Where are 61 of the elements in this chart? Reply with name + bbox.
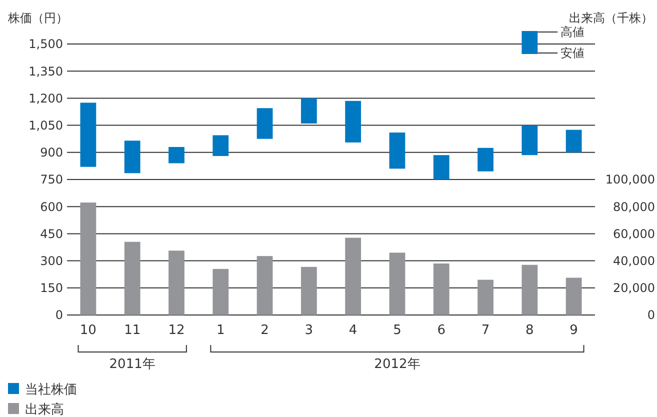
bar (124, 242, 140, 315)
bar (345, 238, 362, 315)
text: 高値 (560, 25, 585, 40)
bar (389, 132, 406, 169)
legend-label: 出来高 (25, 402, 64, 417)
text: 2012年 (374, 357, 420, 372)
bar (433, 264, 450, 315)
x-tick-label: 5 (393, 323, 402, 338)
bar (124, 140, 140, 174)
bar (478, 280, 494, 315)
y-tick-label: 1,050 (28, 118, 63, 132)
x-tick-label: 4 (348, 323, 358, 338)
bar (212, 268, 229, 315)
y-tick-label: 900 (40, 146, 63, 160)
y2-tick-label: 40,000 (613, 254, 655, 268)
bar (300, 266, 317, 315)
y-tick-label: 750 (40, 172, 63, 187)
y2-tick-label: 0 (647, 308, 655, 322)
y-tick-label: 450 (40, 226, 63, 241)
annotation: 安値 (560, 46, 585, 60)
bar (256, 256, 273, 315)
text: 2011年 (109, 357, 156, 372)
y-tick-label: 150 (40, 281, 63, 296)
y-tick-label: 1,350 (28, 64, 63, 78)
bar (345, 100, 362, 142)
x-tick-label: 1 (216, 323, 225, 338)
x-tick-label: 3 (304, 323, 314, 338)
y-tick-label: 0 (55, 308, 63, 322)
bar (389, 252, 406, 315)
x-tick-label: 10 (80, 323, 96, 338)
bar (522, 125, 538, 156)
y-tick-label: 1,200 (28, 91, 63, 106)
bar (256, 108, 273, 139)
y-tick-label: 300 (40, 254, 63, 268)
bar (168, 146, 184, 164)
x-tick-label: 6 (437, 323, 446, 338)
y2-axis-title: 出来高（千株） (569, 11, 653, 25)
bar (566, 278, 582, 315)
y-axis-title: 株価（円） (7, 11, 68, 25)
y2-tick-label: 20,000 (613, 281, 655, 296)
y2-tick-label: 80,000 (613, 200, 655, 214)
y-tick-label: 600 (40, 200, 63, 214)
y-tick-label: 1,500 (28, 37, 63, 52)
x-tick-label: 9 (570, 323, 578, 338)
y2-tick-label: 100,000 (605, 172, 655, 187)
bar (300, 98, 317, 124)
bar (566, 130, 582, 152)
y2-tick-label: 60,000 (613, 226, 655, 241)
legend-label: 当社株価 (25, 382, 77, 398)
bar (80, 102, 96, 167)
x-tick-label: 2 (260, 323, 269, 338)
bar (212, 135, 229, 156)
x-tick-label: 12 (168, 323, 185, 338)
bar (168, 250, 184, 315)
bar (433, 155, 450, 180)
bar (80, 202, 96, 315)
bar (522, 264, 538, 315)
x-tick-label: 7 (481, 323, 490, 338)
x-tick-label: 8 (526, 323, 534, 338)
x-tick-label: 11 (124, 323, 141, 338)
bar (478, 148, 494, 172)
